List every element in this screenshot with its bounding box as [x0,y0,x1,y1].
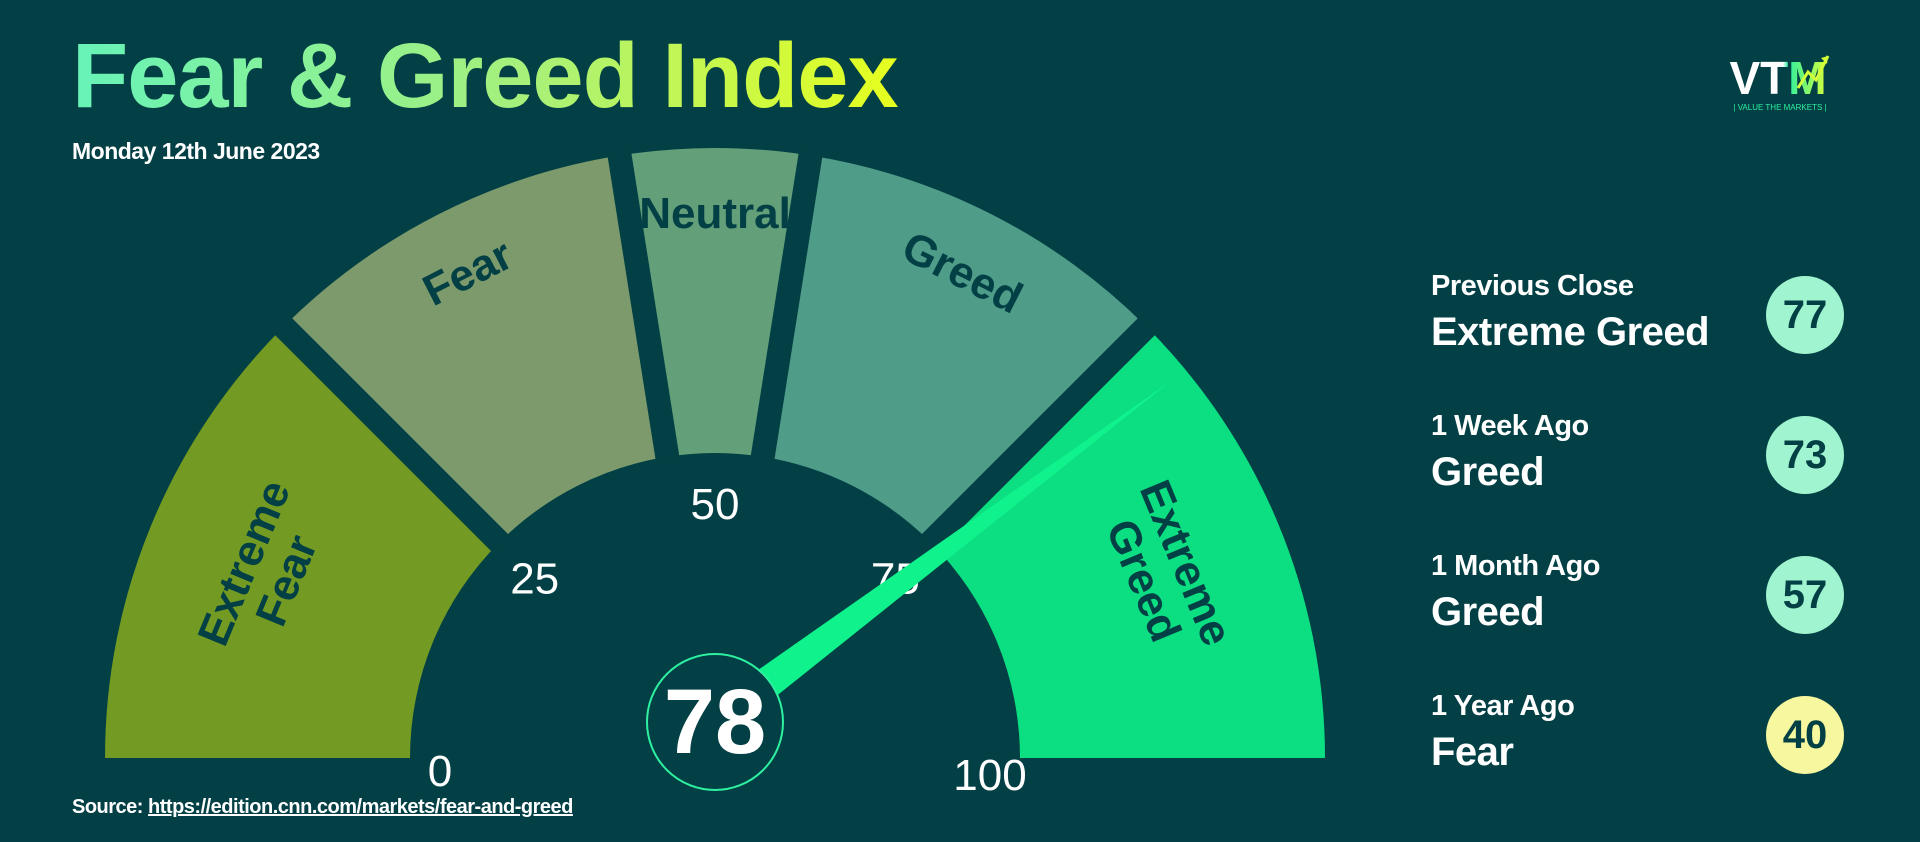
history-sentiment: Greed [1431,450,1545,494]
gauge-segment-greed [762,155,1147,543]
vtm-logo: VTM | VALUE THE MARKETS | [1729,52,1830,112]
tick-label: 25 [510,555,559,604]
logo-arrow-icon [1796,55,1830,89]
history-label: 1 Month Ago [1431,550,1601,582]
history-row-previous-close: Previous Close Extreme Greed 77 [1431,262,1861,372]
history-label: 1 Week Ago [1431,410,1589,442]
history-sentiment: Extreme Greed [1431,310,1710,354]
history-value-badge: 40 [1766,696,1844,774]
source-prefix: Source: [72,796,149,818]
history-row-1-year: 1 Year Ago Fear 40 [1431,682,1861,792]
chart-title: Fear & Greed Index [72,25,899,127]
gauge-segment-extreme-fear [105,326,500,758]
tick-label: 50 [691,480,740,529]
history-value-badge: 77 [1766,276,1844,354]
gauge-segment-extreme-greed [930,326,1325,758]
segment-label-neutral: Neutral [639,189,791,238]
history-row-1-week: 1 Week Ago Greed 73 [1431,402,1861,512]
date-label: Monday 12th June 2023 [72,138,320,164]
gauge-value: 78 [664,671,766,773]
history-sentiment: Greed [1431,590,1545,634]
history-sentiment: Fear [1431,730,1514,774]
source-note: Source: https://edition.cnn.com/markets/… [72,796,573,819]
logo-letters: VTM [1729,52,1826,104]
tick-label: 0 [428,747,452,796]
gauge-segment-divider [919,315,1158,554]
gauge-tick-labels: 0255075100 [428,480,1027,800]
tick-label: 100 [953,751,1026,800]
logo-tagline: | VALUE THE MARKETS | [1733,103,1826,112]
history-value-badge: 73 [1766,416,1844,494]
source-link[interactable]: https://edition.cnn.com/markets/fear-and… [148,796,573,818]
gauge-segment-divider [607,149,680,463]
history-label: Previous Close [1431,270,1634,302]
gauge-segment-divider [272,315,511,554]
gauge-needle-group: 78 [646,381,1170,791]
logo-arrowhead-icon [1821,56,1828,64]
gauge-hub [646,653,784,791]
gauge-needle [703,381,1170,736]
history-value-badge: 57 [1766,556,1844,634]
gauge-segment-fear [283,155,668,543]
history-row-1-month: 1 Month Ago Greed 57 [1431,542,1861,652]
gauge-segment-divider [750,149,823,463]
history-label: 1 Year Ago [1431,690,1575,722]
gauge-segments [105,148,1325,758]
gauge-segment-neutral [619,148,811,457]
